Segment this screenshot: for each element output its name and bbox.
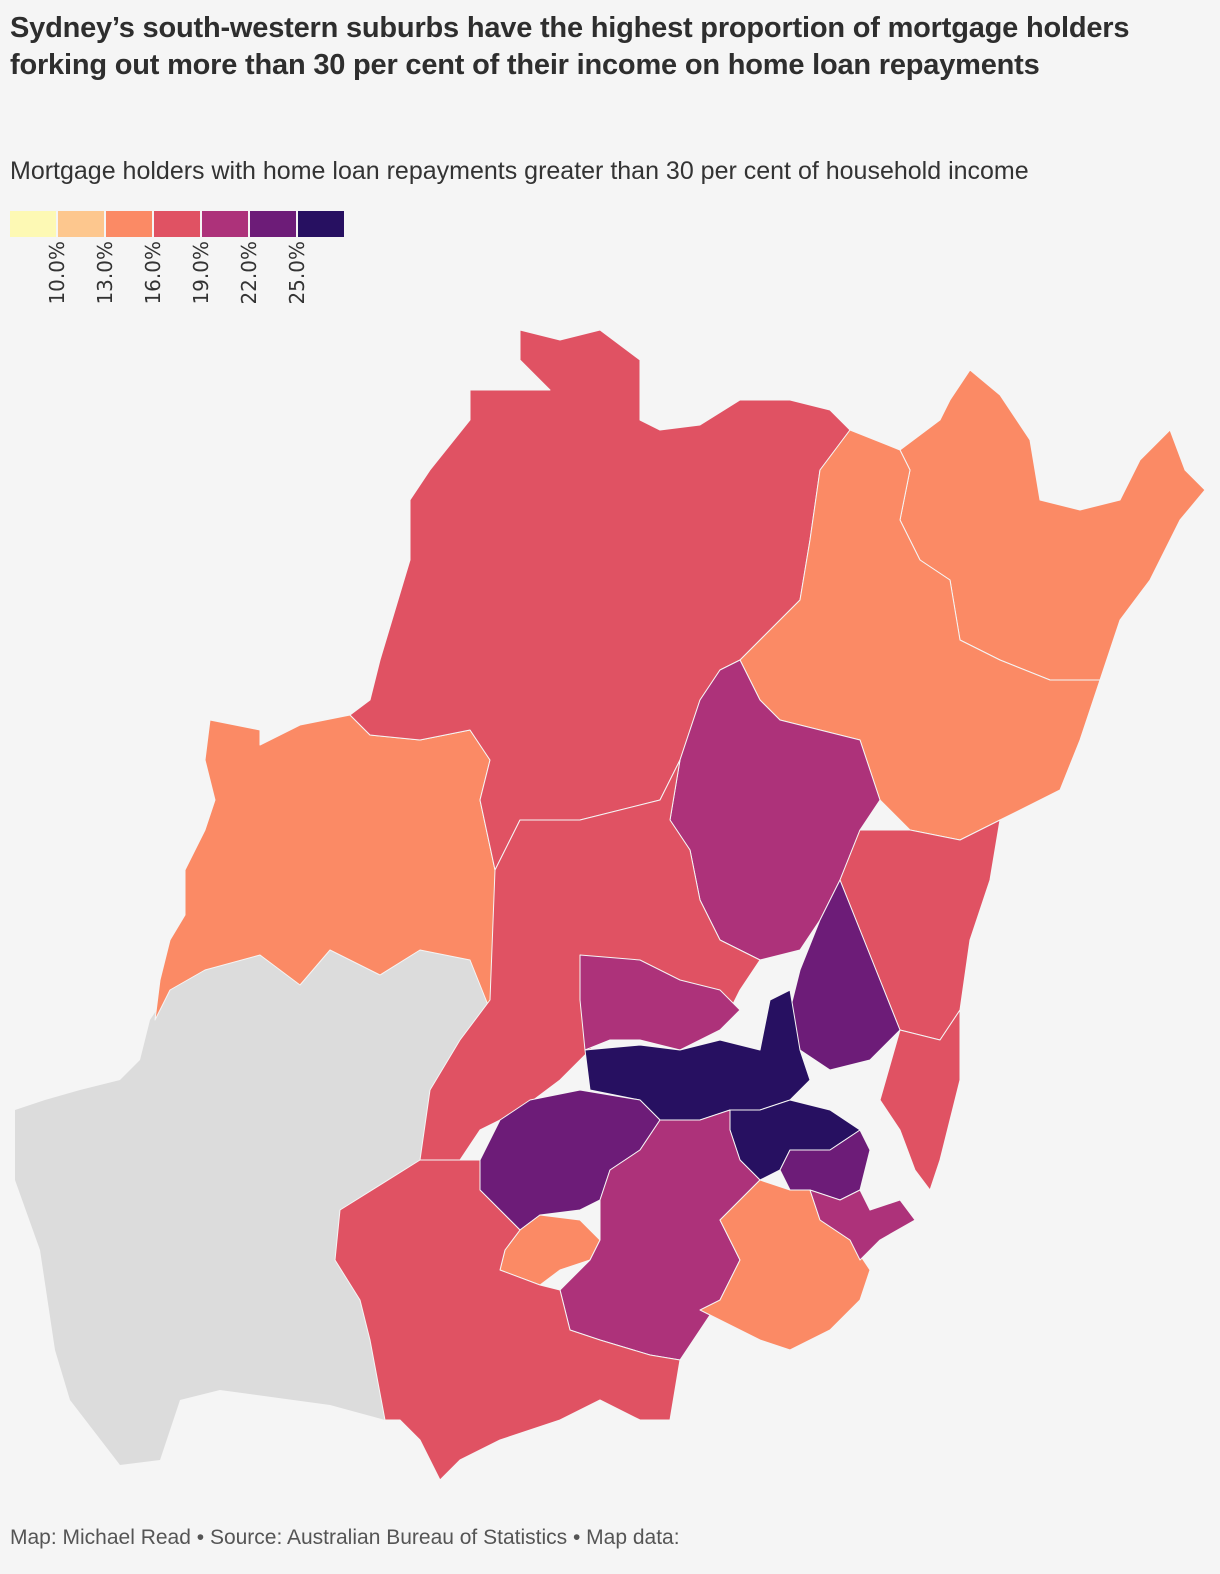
chart-subtitle: Mortgage holders with home loan repaymen…	[10, 157, 1029, 185]
legend-labels: 10.0% 13.0% 16.0% 19.0% 22.0% 25.0%	[10, 237, 346, 327]
map-region-sutherland	[699, 1179, 871, 1351]
source-credit: Map: Michael Read • Source: Australian B…	[10, 1526, 680, 1549]
legend-label: 10.0%	[45, 241, 69, 305]
legend-label: 16.0%	[141, 241, 165, 305]
legend-swatch	[202, 211, 248, 237]
color-legend: 10.0% 13.0% 16.0% 19.0% 22.0% 25.0%	[10, 211, 346, 327]
legend-label: 13.0%	[93, 241, 117, 305]
map-region-nodata	[15, 950, 490, 1465]
legend-swatch	[250, 211, 296, 237]
legend-swatch	[10, 211, 56, 237]
legend-swatch	[298, 211, 344, 237]
legend-swatch	[154, 211, 200, 237]
legend-label: 22.0%	[237, 241, 261, 305]
legend-label: 25.0%	[285, 241, 309, 305]
map-region-eastern-suburbs	[879, 1009, 961, 1191]
legend-swatch	[106, 211, 152, 237]
legend-swatch	[58, 211, 104, 237]
choropleth-map	[15, 329, 1206, 1481]
map-region-st-george	[809, 1189, 916, 1261]
map-region-inner-north	[789, 879, 901, 1071]
legend-swatches	[10, 211, 346, 237]
chart-title: Sydney’s south-western suburbs have the …	[10, 12, 1130, 81]
legend-label: 19.0%	[189, 241, 213, 305]
map-region-wollondilly	[334, 1159, 681, 1481]
